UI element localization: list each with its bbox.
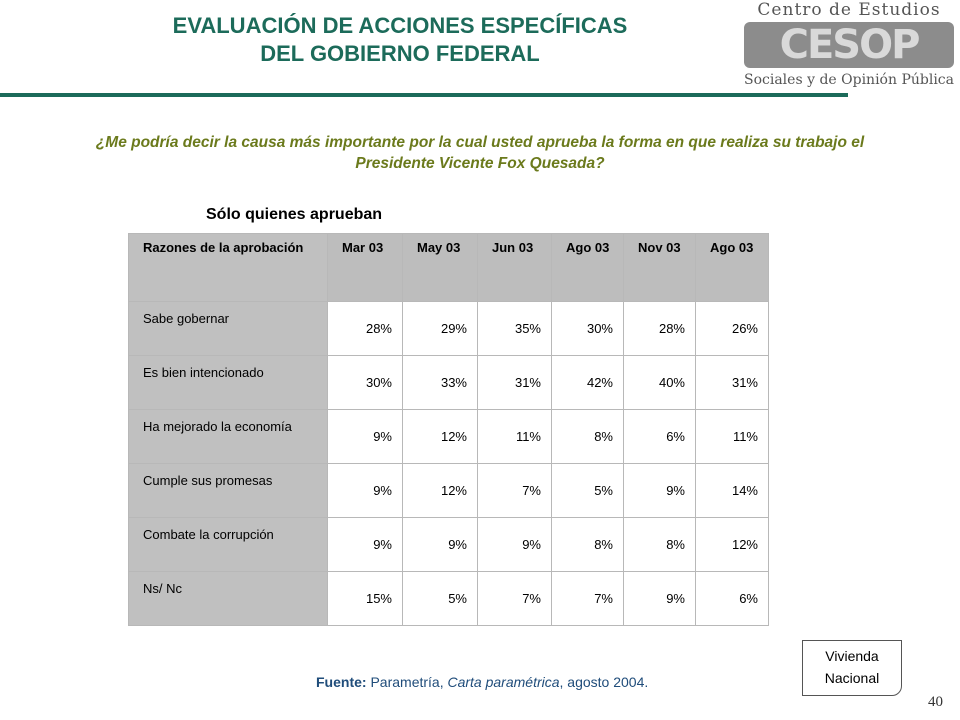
column-header: May 03 — [402, 233, 478, 302]
table-cell: 9% — [327, 517, 403, 572]
table-cell: 5% — [402, 571, 478, 626]
table-cell: 35% — [477, 301, 552, 356]
table-cell: 33% — [402, 355, 478, 410]
page-number: 40 — [928, 694, 943, 710]
sample-note: Vivienda Nacional — [802, 640, 902, 696]
table-cell: 15% — [327, 571, 403, 626]
column-header: Jun 03 — [477, 233, 552, 302]
table-row: Ha mejorado la economía 9% 12% 11% 8% 6%… — [128, 409, 769, 464]
row-label: Ns/ Nc — [128, 571, 328, 626]
table-cell: 26% — [695, 301, 769, 356]
table-row: Sabe gobernar 28% 29% 35% 30% 28% 26% — [128, 301, 769, 356]
cesop-logo: Centro de Estudios CESOP Sociales y de O… — [738, 0, 960, 96]
row-label: Sabe gobernar — [128, 301, 328, 356]
table-cell: 9% — [623, 463, 696, 518]
source-author: Parametría, — [370, 674, 444, 690]
column-header: Ago 03 — [551, 233, 624, 302]
table-cell: 7% — [477, 571, 552, 626]
logo-mark: CESOP — [744, 22, 954, 68]
column-header: Nov 03 — [623, 233, 696, 302]
table-cell: 11% — [695, 409, 769, 464]
source-label: Fuente: — [316, 674, 367, 690]
table-row: Ns/ Nc 15% 5% 7% 7% 9% 6% — [128, 571, 769, 626]
table-cell: 5% — [551, 463, 624, 518]
note-line-1: Vivienda — [825, 648, 879, 664]
table-cell: 12% — [402, 463, 478, 518]
title-line-1: EVALUACIÓN DE ACCIONES ESPECÍFICAS — [172, 13, 628, 38]
table-cell: 28% — [327, 301, 403, 356]
survey-question: ¿Me podría decir la causa más importante… — [95, 134, 865, 172]
table-cell: 8% — [551, 517, 624, 572]
table-cell: 9% — [623, 571, 696, 626]
table-cell: 9% — [327, 409, 403, 464]
table-cell: 40% — [623, 355, 696, 410]
table-row: Combate la corrupción 9% 9% 9% 8% 8% 12% — [128, 517, 769, 572]
table-cell: 31% — [695, 355, 769, 410]
table-subtitle: Sólo quienes aprueban — [206, 206, 383, 223]
table-cell: 6% — [623, 409, 696, 464]
table-cell: 9% — [477, 517, 552, 572]
table-cell: 14% — [695, 463, 769, 518]
table-cell: 6% — [695, 571, 769, 626]
table-cell: 9% — [402, 517, 478, 572]
table-cell: 29% — [402, 301, 478, 356]
table-cell: 7% — [477, 463, 552, 518]
table-cell: 12% — [695, 517, 769, 572]
column-header: Ago 03 — [695, 233, 769, 302]
row-label: Ha mejorado la economía — [128, 409, 328, 464]
column-header: Mar 03 — [327, 233, 403, 302]
approval-reasons-table: Razones de la aprobación Mar 03 May 03 J… — [128, 233, 769, 626]
table-cell: 11% — [477, 409, 552, 464]
table-header-row: Razones de la aprobación Mar 03 May 03 J… — [128, 233, 769, 302]
source-citation: Fuente: Parametría, Carta paramétrica, a… — [316, 674, 648, 690]
logo-bottom-text: Sociales y de Opinión Pública — [744, 72, 954, 88]
title-divider — [0, 93, 848, 97]
table-cell: 30% — [327, 355, 403, 410]
table-row: Es bien intencionado 30% 33% 31% 42% 40%… — [128, 355, 769, 410]
table-row: Cumple sus promesas 9% 12% 7% 5% 9% 14% — [128, 463, 769, 518]
table-cell: 42% — [551, 355, 624, 410]
table-cell: 12% — [402, 409, 478, 464]
table-cell: 30% — [551, 301, 624, 356]
table-cell: 28% — [623, 301, 696, 356]
source-date: , agosto 2004. — [559, 674, 649, 690]
note-line-2: Nacional — [824, 670, 880, 686]
table-cell: 8% — [551, 409, 624, 464]
table-cell: 7% — [551, 571, 624, 626]
row-label: Cumple sus promesas — [128, 463, 328, 518]
row-label: Es bien intencionado — [128, 355, 328, 410]
corner-header: Razones de la aprobación — [128, 233, 328, 302]
row-label: Combate la corrupción — [128, 517, 328, 572]
logo-top-text: Centro de Estudios — [757, 0, 941, 20]
table-cell: 8% — [623, 517, 696, 572]
table-cell: 31% — [477, 355, 552, 410]
table-cell: 9% — [327, 463, 403, 518]
title-line-2: DEL GOBIERNO FEDERAL — [260, 41, 540, 66]
slide-title: EVALUACIÓN DE ACCIONES ESPECÍFICAS DEL G… — [120, 12, 680, 68]
source-publication: Carta paramétrica — [447, 674, 560, 690]
